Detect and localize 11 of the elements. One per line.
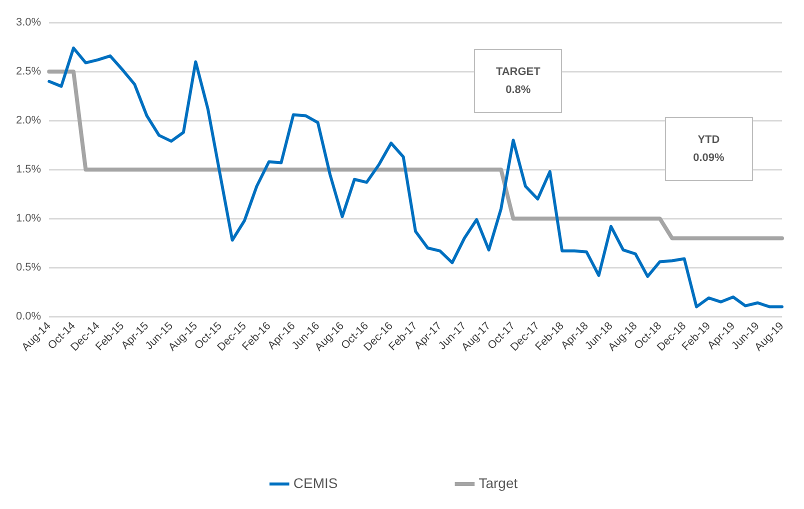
annotation: TARGET 0.8%: [496, 66, 540, 96]
y-tick-label: 3.0%: [16, 16, 42, 29]
legend-label: Target: [478, 474, 518, 491]
y-tick-label: 1.0%: [16, 212, 42, 225]
annotation: YTD 0.09%: [693, 134, 724, 164]
y-tick-label: 1.5%: [16, 164, 42, 176]
legend-label: CEMIS: [293, 474, 338, 491]
y-tick-label: 0.5%: [16, 262, 42, 274]
y-tick-label: 2.5%: [16, 66, 42, 78]
y-tick-label: 0.0%: [16, 310, 42, 323]
y-tick-label: 2.0%: [16, 114, 42, 127]
